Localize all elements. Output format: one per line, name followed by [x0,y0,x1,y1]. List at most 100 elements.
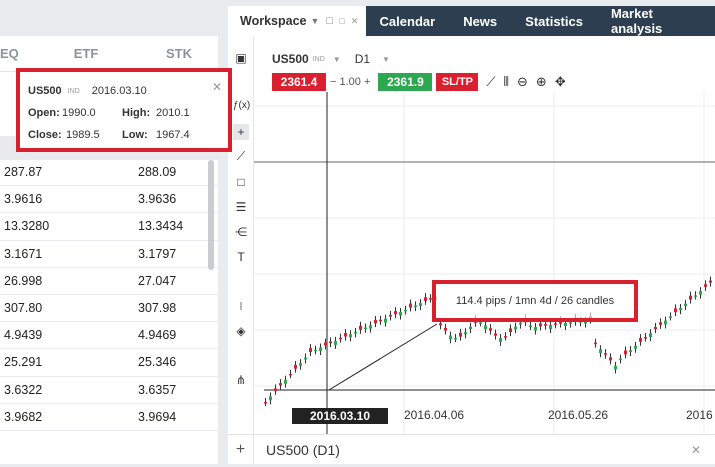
close-icon[interactable]: ✕ [350,15,359,26]
candles-icon[interactable]: ⫴ [503,73,509,89]
candle [564,323,567,327]
bid-price: 3.9682 [4,409,43,424]
close-icon[interactable]: ✕ [211,80,222,94]
candle [299,363,302,366]
tab-etf[interactable]: ETF [73,46,99,61]
chevron-down-icon[interactable]: ▼ [332,54,341,64]
list-item[interactable]: 25.291 25.346 [0,349,218,377]
drawing-toolbar: ▣ ƒ(x) + ⟋ □ ☰ ⋲ T ⧘ ◈ ⋔ [228,36,254,434]
tab-eq[interactable]: EQ [0,46,19,61]
close-value: 1989.5 [66,129,100,141]
ask-price: 3.1797 [138,246,177,261]
popout-icon[interactable]: ☐ [325,15,334,26]
candle [379,319,382,322]
zoom-out-icon[interactable]: ⊖ [517,73,528,89]
candle [479,322,482,324]
candle [274,388,277,391]
line-tool-icon[interactable]: ⟋ [236,149,246,163]
candle [694,295,697,297]
candle [269,396,272,401]
tab-statistics[interactable]: Statistics [525,13,583,29]
list-item[interactable]: 287.87 288.09 [0,159,218,187]
line-chart-icon[interactable]: ⟋ [486,73,496,89]
list-item[interactable]: 3.9616 3.9636 [0,186,218,214]
list-item[interactable]: 3.9682 3.9694 [0,404,218,431]
candle [409,303,412,308]
fibonacci-icon[interactable]: ☰ [235,200,247,214]
candle [334,340,337,345]
maximize-icon[interactable]: □ [339,16,345,26]
candle [359,325,362,330]
tab-stk[interactable]: STK [166,46,192,61]
active-date-label: 2016.03.10 [292,408,388,424]
bid-price: 26.998 [4,273,43,288]
bid-price: 3.6322 [4,382,43,397]
list-item[interactable]: 307.80 307.98 [0,295,218,323]
symbol-tag: IND [312,55,325,63]
zoom-in-icon[interactable]: ⊕ [535,73,547,89]
market-watch-header: EQ ETF STK [0,36,218,72]
function-icon[interactable]: ƒ(x) [233,100,251,111]
tab-workspace[interactable]: Workspace ▼ ☐ □ ✕ [228,6,366,36]
bid-price: 3.1671 [4,246,43,261]
symbol-bar: US500 IND ▼ D1 ▼ [272,50,390,68]
candle [549,325,552,329]
timeframe-select[interactable]: D1 [354,52,371,66]
low-value: 1967.4 [156,129,190,141]
minus-icon[interactable]: − [330,75,337,88]
candle [364,327,367,330]
list-item[interactable]: 4.9439 4.9469 [0,322,218,350]
candle [399,312,402,316]
nav-tabs: Calendar News Statistics Market analysis [365,6,715,36]
window-icon[interactable]: ▣ [235,51,247,65]
list-item[interactable]: 3.6322 3.6357 [0,377,218,404]
candle [374,319,377,324]
chart-symbol[interactable]: US500 [272,52,309,66]
share-icon[interactable]: ⋔ [235,373,247,387]
scrollbar[interactable] [208,160,214,270]
chart-tab[interactable]: US500 (D1) [266,441,340,458]
close-icon[interactable]: ✕ [690,442,701,457]
volume-stepper[interactable]: − 1.00 + [330,76,370,88]
candle [354,332,357,334]
candle [394,311,397,315]
list-item[interactable]: 26.998 27.047 [0,268,218,295]
volume-value[interactable]: 1.00 [339,75,361,88]
candle [619,358,622,361]
open-value: 1990.0 [62,107,96,119]
candle [594,342,597,345]
candle [484,325,487,330]
pitchfork-icon[interactable]: ⋲ [235,225,247,239]
sltp-button[interactable]: SL/TP [436,72,479,91]
sell-button[interactable]: 2361.4 [272,72,326,91]
chart-tab-bar: + US500 (D1) ✕ [228,434,715,465]
list-item[interactable]: 3.1671 3.1797 [0,241,218,268]
candle-type-icon[interactable]: ⧘ [239,299,243,313]
candle [659,322,662,325]
layers-icon[interactable]: ◈ [236,324,246,338]
high-label: High: [122,107,151,119]
tab-market-analysis[interactable]: Market analysis [610,6,663,36]
candle [689,295,692,300]
caret-down-icon[interactable]: ▼ [310,16,320,26]
candle [539,323,542,327]
ohlc-info-box: US500 IND 2016.03.10 ✕ Open: 1990.0 High… [16,68,232,152]
candle [699,291,702,295]
chevron-down-icon[interactable]: ▼ [382,54,390,64]
move-icon[interactable]: ✥ [554,73,566,89]
price-chart[interactable] [254,92,715,434]
text-tool-icon[interactable]: T [237,250,245,264]
candle [644,337,647,339]
rectangle-tool-icon[interactable]: □ [237,175,245,189]
close-label: Close: [28,129,62,141]
candle [514,326,517,330]
tab-calendar[interactable]: Calendar [379,13,436,29]
crosshair-icon[interactable]: + [233,124,249,140]
candle [674,308,677,313]
add-chart-icon[interactable]: + [228,434,254,465]
tab-news[interactable]: News [463,13,498,29]
list-item[interactable]: 13.3280 13.3434 [0,213,218,241]
plus-icon[interactable]: + [363,75,371,88]
candle [654,326,657,330]
buy-button[interactable]: 2361.9 [378,72,433,91]
